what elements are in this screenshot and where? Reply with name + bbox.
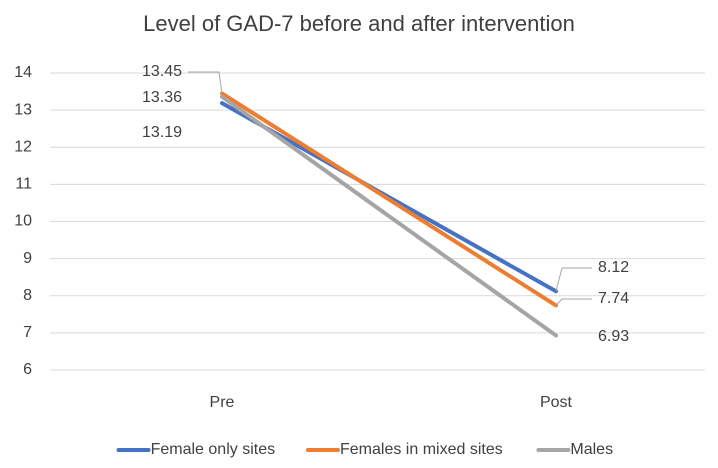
y-tick-label: 13 (14, 101, 32, 118)
y-tick-label: 7 (23, 324, 32, 341)
y-tick-label: 14 (14, 64, 32, 81)
data-label: 13.45 (142, 63, 182, 80)
leader-line (188, 71, 223, 94)
y-tick-label: 11 (15, 176, 32, 193)
data-label: 7.74 (598, 290, 629, 307)
y-tick-label: 9 (23, 250, 32, 267)
y-tick-label: 12 (14, 138, 32, 155)
leader-line (555, 267, 592, 292)
data-label: 13.19 (142, 124, 182, 141)
legend-label: Females in mixed sites (340, 441, 503, 458)
legend-label: Female only sites (151, 441, 276, 458)
data-label: 6.93 (598, 328, 629, 345)
x-tick-label: Post (540, 394, 573, 411)
x-tick-label: Pre (210, 394, 235, 411)
y-tick-label: 8 (23, 287, 32, 304)
series-line (220, 91, 558, 308)
leader-line (555, 298, 592, 306)
y-tick-label: 6 (23, 361, 32, 378)
legend-label: Males (570, 441, 613, 458)
data-label: 8.12 (598, 259, 629, 276)
chart-title: Level of GAD-7 before and after interven… (143, 11, 575, 36)
data-label: 13.36 (142, 89, 182, 106)
y-tick-label: 10 (14, 213, 32, 230)
series-line (220, 94, 558, 338)
